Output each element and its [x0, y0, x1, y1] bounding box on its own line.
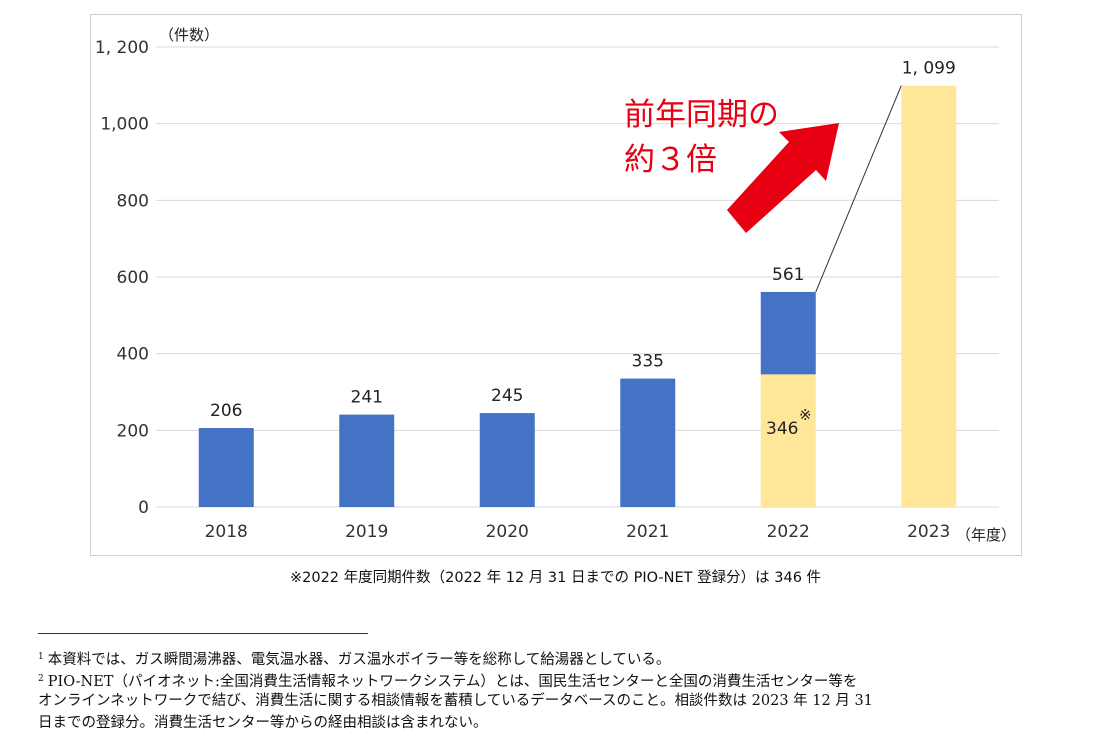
- footnote-number: 1: [38, 652, 44, 662]
- data-label: 241: [351, 388, 383, 408]
- footnote-divider: [38, 633, 368, 634]
- bar-segment-same-period: [760, 374, 816, 507]
- note-mark: ※: [799, 406, 812, 424]
- increase-arrow: [727, 123, 839, 233]
- bar: [339, 414, 395, 507]
- y-tick-label: 400: [117, 345, 149, 365]
- footnote-2-continued: 日までの登録分。消費生活センター等からの経由相談は含まれない。: [38, 712, 488, 734]
- bar: [620, 378, 676, 507]
- x-tick-label: 2020: [486, 522, 529, 542]
- x-tick-label: 2018: [205, 522, 248, 542]
- x-tick-label: 2023: [907, 522, 950, 542]
- y-tick-label: 600: [117, 268, 149, 288]
- x-tick-label: 2022: [767, 522, 810, 542]
- bar: [901, 85, 957, 507]
- footnote-text: 本資料では、ガス瞬間湯沸器、電気温水器、ガス温水ボイラー等を総称して給湯器として…: [47, 652, 671, 668]
- data-label: 245: [491, 386, 523, 406]
- callout-text-line2: 約３倍: [624, 142, 717, 178]
- chart-frame: 0 200 400 600 800 1,000 1, 200 （件数） 206 2018 241 20…: [90, 14, 1022, 556]
- bar: [479, 413, 535, 507]
- y-tick-label: 200: [117, 421, 149, 441]
- footnote-text: オンラインネットワークで結び、消費生活に関する相談情報を蓄積しているデータベース…: [38, 693, 873, 709]
- footnote-text: 日までの登録分。消費生活センター等からの経由相談は含まれない。: [38, 715, 488, 731]
- inner-data-label: 346: [766, 419, 798, 439]
- bar: [198, 428, 254, 507]
- footnote-2: 2 PIO-NET（パイオネット:全国消費生活情報ネットワークシステム）とは、国民…: [38, 668, 857, 693]
- bar-chart: 0 200 400 600 800 1,000 1, 200 （件数） 206 2018 241 20…: [95, 26, 1016, 544]
- footnote-2-continued: オンラインネットワークで結び、消費生活に関する相談情報を蓄積しているデータベース…: [38, 690, 873, 712]
- callout-text-line1: 前年同期の: [624, 97, 779, 133]
- y-axis-unit: （件数）: [159, 26, 219, 44]
- footnote-number: 2: [38, 674, 44, 684]
- y-tick-label: 1, 200: [95, 38, 149, 58]
- bar-segment-full-year: [760, 291, 816, 375]
- data-label: 335: [632, 352, 664, 372]
- data-label: 561: [772, 265, 804, 285]
- y-tick-label: 1,000: [100, 115, 149, 135]
- footnote-text: PIO-NET（パイオネット:全国消費生活情報ネットワークシステム）とは、国民生…: [47, 674, 858, 690]
- x-tick-label: 2019: [345, 522, 388, 542]
- y-tick-label: 0: [138, 498, 149, 518]
- footnote-1: 1 本資料では、ガス瞬間湯沸器、電気温水器、ガス温水ボイラー等を総称して給湯器とし…: [38, 646, 670, 671]
- data-label: 1, 099: [902, 59, 956, 79]
- x-tick-label: 2021: [626, 522, 669, 542]
- y-tick-label: 800: [117, 191, 149, 211]
- data-label: 206: [210, 401, 242, 421]
- comparison-line: [815, 85, 902, 293]
- chart-note: ※2022 年度同期件数（2022 年 12 月 31 日までの PIO-NET…: [289, 570, 822, 586]
- x-axis-unit: （年度）: [956, 526, 1016, 544]
